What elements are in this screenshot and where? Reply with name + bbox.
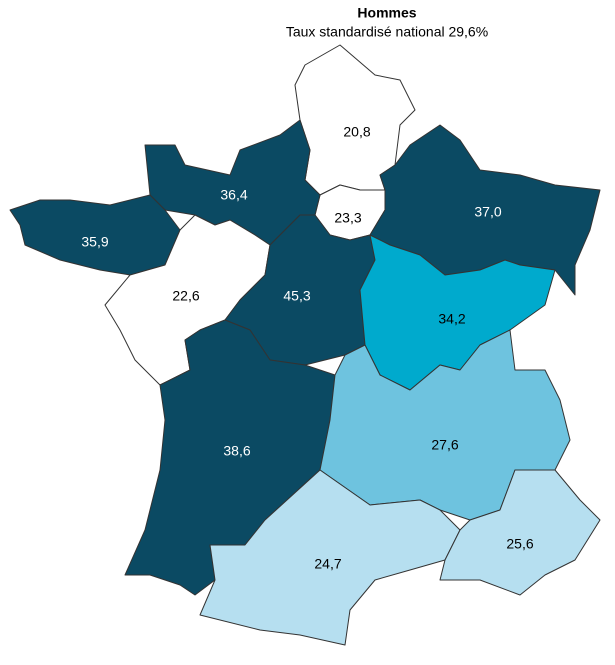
region-value-label: 36,4 (220, 187, 247, 203)
region-value-label: 37,0 (474, 204, 501, 220)
region-value-label: 20,8 (343, 124, 370, 140)
region-value-label: 22,6 (172, 288, 199, 304)
region-value-label: 35,9 (81, 234, 108, 250)
region-value-label: 23,3 (334, 210, 361, 226)
region (439, 469, 601, 596)
region-value-label: 25,6 (506, 536, 533, 552)
region-value-label: 24,7 (314, 556, 341, 572)
region-value-label: 27,6 (431, 437, 458, 453)
map-title: Hommes (357, 5, 416, 21)
map-subtitle: Taux standardisé national 29,6% (286, 24, 488, 40)
region (199, 469, 461, 646)
region-value-label: 45,3 (283, 288, 310, 304)
region-value-label: 38,6 (223, 443, 250, 459)
region-value-label: 34,2 (438, 311, 465, 327)
